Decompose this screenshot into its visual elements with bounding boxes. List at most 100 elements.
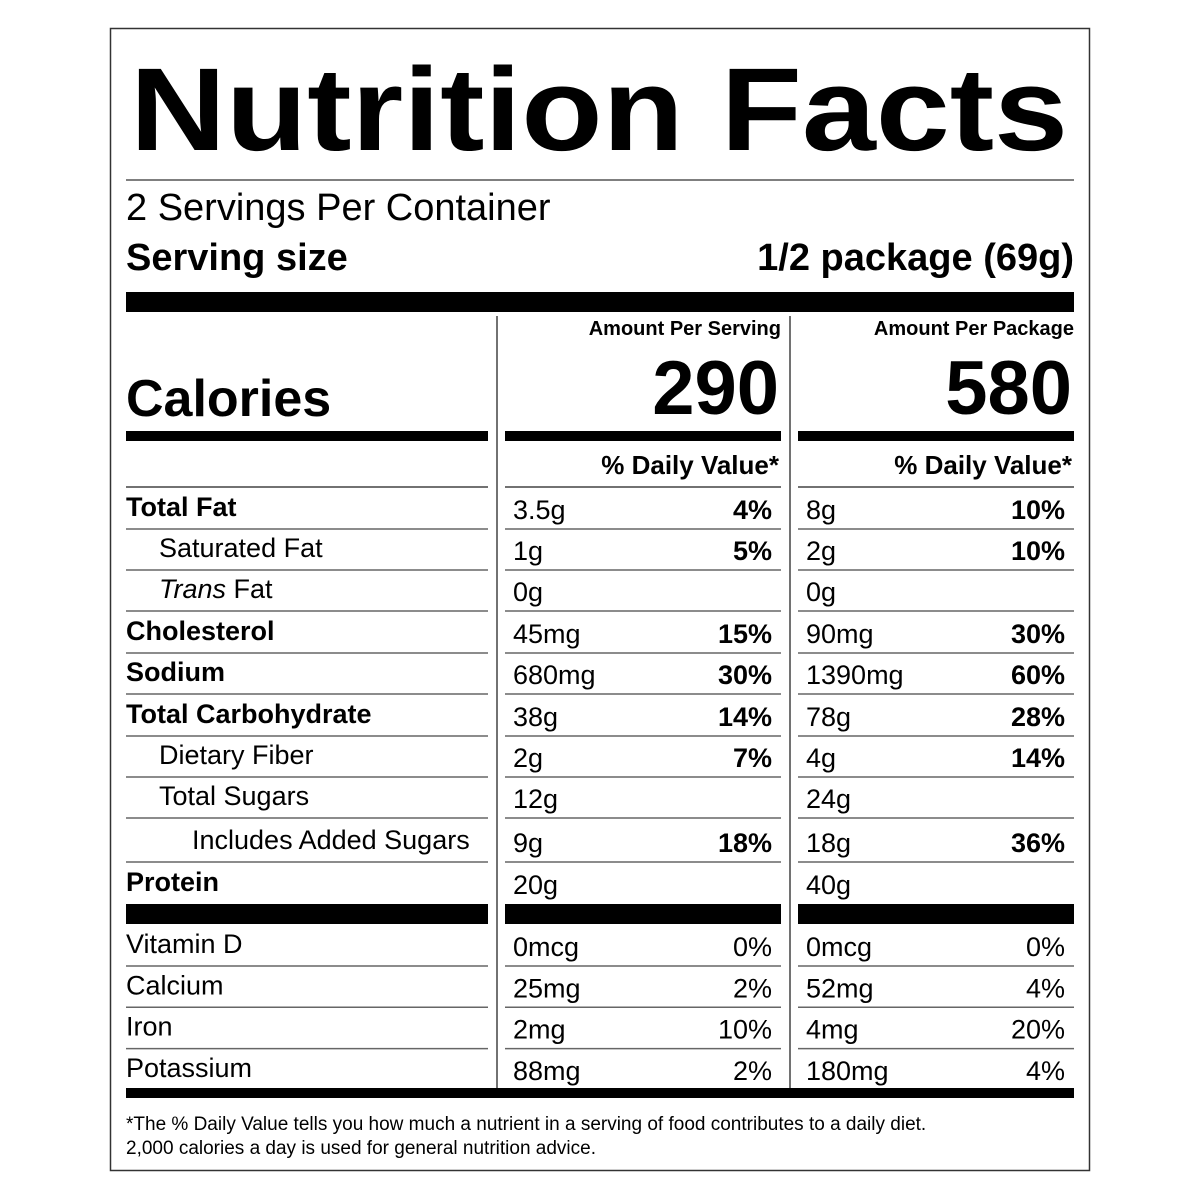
nutrient-name-text: Includes Added Sugars [192,825,470,855]
nutrient-name: Trans Fat [159,574,273,604]
serving-size-value: 1/2 package (69g) [757,237,1074,279]
amount: 18g [806,828,851,858]
thick-bar [126,1088,1074,1098]
amount: 1g [513,536,543,566]
footnote: 2,000 calories a day is used for general… [126,1138,596,1159]
nutrient-name-text: Iron [126,1012,173,1042]
nutrient-name-text: Fat [234,574,274,604]
thick-bar [505,431,781,441]
amount: 25mg [513,973,581,1003]
nutrient-name-text: Potassium [126,1053,252,1083]
amount: 38g [513,702,558,732]
nutrient-name: Calcium [126,970,224,1000]
nutrient-name-text: Dietary Fiber [159,740,314,770]
nutrient-name: Sodium [126,657,225,687]
amount: 8g [806,495,836,525]
daily-value: 7% [733,743,772,773]
calories-value: 290 [652,346,779,431]
nutrient-name: Total Carbohydrate [126,699,372,729]
nutrient-name: Dietary Fiber [159,740,314,770]
amount: 4mg [806,1015,859,1045]
column-heading: Amount Per Serving [589,318,781,340]
daily-value: 30% [718,660,772,690]
amount: 2g [513,743,543,773]
daily-value: 14% [1011,743,1065,773]
nutrient-name: Total Sugars [159,781,309,811]
daily-value: 15% [718,619,772,649]
amount: 78g [806,702,851,732]
amount: 90mg [806,619,874,649]
daily-value: 0% [1026,932,1065,962]
amount: 12g [513,784,558,814]
thick-bar [126,904,488,924]
amount: 3.5g [513,495,566,525]
daily-value: 18% [718,828,772,858]
amount: 0mcg [806,932,872,962]
amount: 4g [806,743,836,773]
dv-heading: % Daily Value* [601,450,780,480]
amount: 40g [806,870,851,900]
amount: 2mg [513,1015,566,1045]
nutrient-name: Cholesterol [126,616,275,646]
nutrient-name-text: Sodium [126,657,225,687]
daily-value: 14% [718,702,772,732]
nutrient-name-text: Saturated Fat [159,533,323,563]
amount: 20g [513,870,558,900]
daily-value: 4% [1026,1056,1065,1086]
amount: 180mg [806,1056,889,1086]
daily-value: 36% [1011,828,1065,858]
thick-bar [126,292,1074,312]
serving-size-label: Serving size [126,237,348,279]
amount: 0mcg [513,932,579,962]
nutrient-name-text: Calcium [126,970,224,1000]
nutrient-name: Potassium [126,1053,252,1083]
footnote: *The % Daily Value tells you how much a … [126,1114,926,1135]
amount: 88mg [513,1056,581,1086]
nutrient-name-text: Total Carbohydrate [126,699,372,729]
label-border [109,27,1091,1172]
daily-value: 2% [733,1056,772,1086]
amount: 1390mg [806,660,904,690]
nutrient-name-text: Protein [126,867,219,897]
daily-value: 28% [1011,702,1065,732]
nutrient-name: Total Fat [126,492,237,522]
nutrient-name: Includes Added Sugars [192,825,470,855]
daily-value: 0% [733,932,772,962]
nutrient-name: Iron [126,1012,173,1042]
daily-value: 10% [1011,536,1065,566]
amount: 0g [513,577,543,607]
amount: 52mg [806,973,874,1003]
calories-value: 580 [945,346,1072,431]
nutrient-name-text: Vitamin D [126,929,243,959]
daily-value: 20% [1011,1015,1065,1045]
amount: 24g [806,784,851,814]
nutrient-name-italic: Trans [159,574,226,604]
daily-value: 30% [1011,619,1065,649]
amount: 45mg [513,619,581,649]
nutrient-name: Protein [126,867,219,897]
amount: 0g [806,577,836,607]
thick-bar [798,431,1074,441]
nutrient-name-text: Cholesterol [126,616,275,646]
nutrient-name-text: Total Sugars [159,781,309,811]
daily-value: 10% [1011,495,1065,525]
title: Nutrition Facts [130,44,1068,176]
thick-bar [126,431,488,441]
nutrient-name: Vitamin D [126,929,243,959]
nutrient-name: Saturated Fat [159,533,323,563]
daily-value: 5% [733,536,772,566]
daily-value: 10% [718,1015,772,1045]
dv-heading: % Daily Value* [894,450,1073,480]
thick-bar [505,904,781,924]
thick-bar [798,904,1074,924]
calories-label: Calories [126,370,331,428]
daily-value: 60% [1011,660,1065,690]
servings: 2 Servings Per Container [126,187,551,229]
amount: 2g [806,536,836,566]
amount: 680mg [513,660,596,690]
nutrient-name-text: Total Fat [126,492,237,522]
daily-value: 4% [733,495,772,525]
column-heading: Amount Per Package [874,318,1074,340]
